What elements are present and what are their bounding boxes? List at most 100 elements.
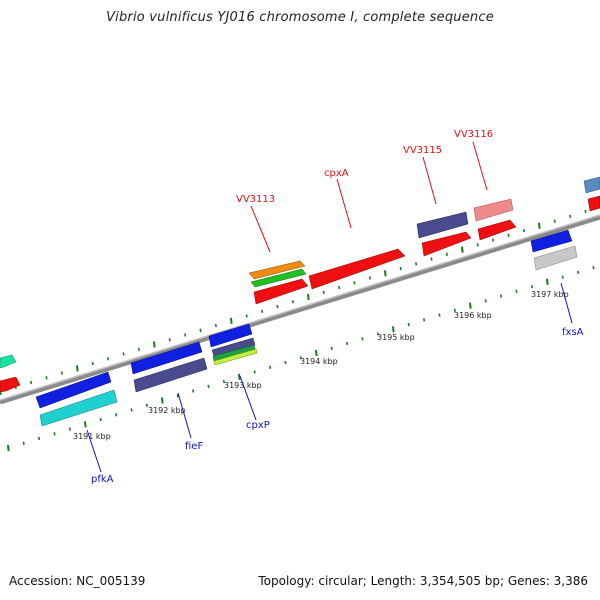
gene-feature[interactable] <box>587 195 600 212</box>
scale-label: 3197 kbp <box>531 290 569 299</box>
scale-labels: 3191 kbp 3192 kbp 3193 kbp 3194 kbp 3195… <box>73 290 569 441</box>
scale-label: 3195 kbp <box>377 333 415 342</box>
gene-label-vv3113[interactable]: VV3113 <box>236 194 275 205</box>
scale-tick <box>60 371 63 375</box>
scale-tick <box>222 379 225 384</box>
gene-feature[interactable] <box>39 389 118 427</box>
gene-feature[interactable] <box>253 278 309 305</box>
scale-tick <box>530 284 533 289</box>
gene-feature-vv3116[interactable] <box>473 198 514 222</box>
scale-tick <box>107 357 110 361</box>
scale-tick <box>546 278 549 285</box>
scale-label: 3193 kbp <box>224 381 262 390</box>
scale-tick <box>430 257 433 261</box>
scale-tick <box>561 275 564 279</box>
scale-tick <box>299 356 302 360</box>
gene-feature-vv3113[interactable] <box>248 260 306 280</box>
map-title: Vibrio vulnificus YJ016 chromosome I, co… <box>106 10 494 25</box>
gene-feature-fxsa[interactable] <box>530 229 573 253</box>
scale-tick <box>368 276 371 280</box>
scale-tick <box>91 361 94 366</box>
scale-tick <box>322 290 325 294</box>
gene-feature[interactable] <box>0 376 21 393</box>
scale-tick <box>584 209 587 214</box>
gene-label-cpxa[interactable]: cpxA <box>324 168 349 179</box>
scale-label: 3196 kbp <box>454 311 492 320</box>
scale-tick <box>361 337 364 341</box>
scale-tick <box>238 373 241 380</box>
gene-feature[interactable] <box>421 231 472 257</box>
scale-tick <box>253 370 256 374</box>
gene-label-pfka[interactable]: pfkA <box>91 474 114 485</box>
scale-tick <box>346 341 349 346</box>
scale-label: 3194 kbp <box>300 357 338 366</box>
gene-feature-pfka[interactable] <box>35 371 112 409</box>
scale-tick <box>22 441 25 445</box>
gene-feature-cpxp[interactable] <box>208 323 253 348</box>
scale-tick <box>538 222 541 229</box>
sequence-backbone <box>0 214 600 405</box>
scale-tick <box>161 397 164 404</box>
scale-tick <box>122 352 125 356</box>
scale-tick <box>168 338 171 342</box>
scale-tick <box>137 347 140 351</box>
scale-tick <box>130 408 133 412</box>
gene-feature[interactable] <box>0 354 17 369</box>
scale-tick <box>315 349 318 357</box>
scale-tick <box>423 318 426 322</box>
gene-feature-cpxa[interactable] <box>308 248 406 290</box>
scale-tick <box>553 219 556 223</box>
scale-tick <box>338 285 341 290</box>
scale-tick <box>230 317 233 324</box>
scale-tick <box>307 293 310 301</box>
gene-label-vv3116[interactable]: VV3116 <box>454 129 493 140</box>
scale-tick <box>415 262 418 266</box>
scale-tick <box>522 228 525 233</box>
sequence-info-text: Topology: circular; Length: 3,354,505 bp… <box>258 574 588 588</box>
scale-tick <box>207 384 210 388</box>
scale-tick <box>376 332 379 336</box>
gene-feature[interactable] <box>213 348 258 366</box>
scale-tick <box>30 380 33 385</box>
gene-feature-vv3115[interactable] <box>416 211 469 239</box>
scale-ticks-upper <box>0 209 587 396</box>
gene-label-vv3115[interactable]: VV3115 <box>403 145 442 156</box>
gene-label-cpxp[interactable]: cpxP <box>246 420 270 431</box>
scale-tick <box>84 421 87 428</box>
scale-label: 3192 kbp <box>148 406 186 415</box>
gene-labels: VV3113 cpxA VV3115 VV3116 pfkA fieF cpxP… <box>91 129 584 485</box>
scale-tick <box>38 436 41 441</box>
scale-tick <box>192 389 195 393</box>
scale-tick <box>453 308 456 312</box>
scale-tick <box>145 403 148 407</box>
scale-tick <box>407 322 410 327</box>
scale-tick <box>392 326 395 333</box>
scale-tick <box>399 266 402 271</box>
scale-tick <box>461 246 464 253</box>
gene-feature[interactable] <box>533 245 578 271</box>
scale-tick <box>7 444 10 452</box>
gene-feature[interactable] <box>583 176 600 194</box>
scale-tick <box>284 360 287 365</box>
scale-tick <box>515 289 518 293</box>
features-forward <box>0 176 600 393</box>
scale-tick <box>445 252 448 256</box>
scale-tick <box>99 417 102 422</box>
gene-label-fxsa[interactable]: fxsA <box>562 327 584 338</box>
gene-feature-fief[interactable] <box>130 341 203 375</box>
features-reverse <box>35 229 578 427</box>
gene-label-fief[interactable]: fieF <box>185 441 203 452</box>
scale-ticks-lower <box>7 265 595 452</box>
gene-feature[interactable] <box>211 337 256 357</box>
gene-feature[interactable] <box>477 219 517 241</box>
scale-tick <box>476 243 479 247</box>
gene-feature[interactable] <box>250 268 307 288</box>
scale-tick <box>330 346 333 350</box>
scale-tick <box>469 302 472 309</box>
scale-label: 3191 kbp <box>73 432 111 441</box>
gene-feature[interactable] <box>133 357 208 393</box>
scale-tick <box>592 265 595 270</box>
scale-tick <box>153 341 156 348</box>
scale-tick <box>245 314 248 318</box>
